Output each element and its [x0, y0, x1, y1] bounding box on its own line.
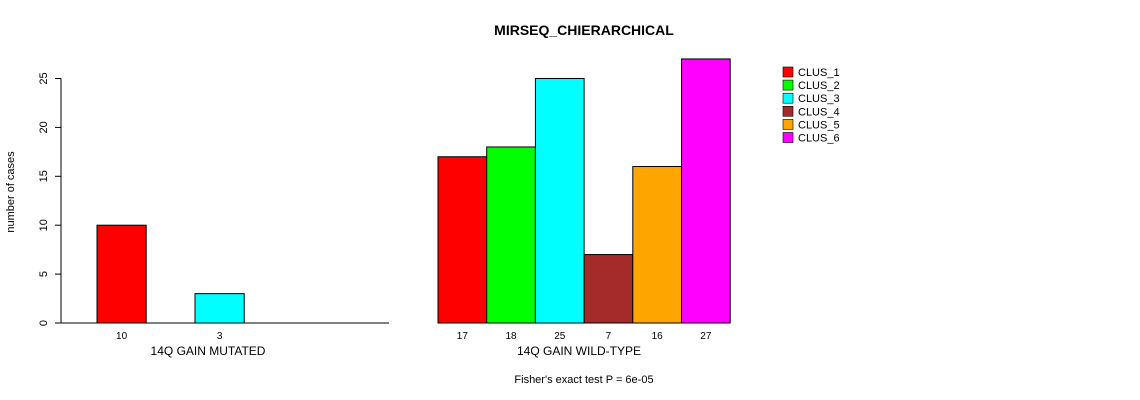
bar-count-label: 16 — [652, 331, 664, 342]
panel-14q-gain-mutated: 10 3 14Q GAIN MUTATED — [61, 224, 389, 358]
bar-clus-5 — [632, 166, 682, 324]
bar-count-label: 18 — [505, 331, 517, 342]
bar-clus-4 — [583, 254, 634, 324]
bar-clus-3 — [534, 78, 585, 324]
bar-count-label: 10 — [116, 331, 128, 342]
y-axis: 0 5 10 15 20 25 — [38, 72, 62, 326]
legend-swatch-clus-6 — [782, 132, 794, 143]
bar-count-label: 27 — [700, 331, 712, 342]
y-tick-label: 20 — [38, 121, 50, 133]
bar-clus-1 — [437, 156, 488, 324]
legend-swatch-clus-4 — [782, 106, 794, 117]
bar-count-label: 25 — [554, 331, 566, 342]
footnote: Fisher's exact test P = 6e-05 — [514, 374, 653, 386]
legend-swatch-clus-1 — [782, 66, 794, 78]
legend-label: CLUS_1 — [798, 67, 840, 79]
chart-title: MIRSEQ_CHIERARCHICAL — [494, 22, 674, 38]
legend-label: CLUS_3 — [798, 93, 840, 105]
y-tick-label: 10 — [38, 219, 50, 231]
bar-clus-2 — [486, 146, 536, 324]
legend-label: CLUS_6 — [798, 133, 840, 145]
y-tick-label: 15 — [38, 170, 50, 182]
group-label: 14Q GAIN MUTATED — [151, 344, 266, 358]
bar-clus-3 — [194, 293, 245, 324]
bar-clus-6 — [681, 58, 731, 324]
y-tick-label: 25 — [38, 72, 50, 84]
legend-swatch-clus-5 — [782, 119, 794, 130]
legend-swatch-clus-3 — [782, 92, 794, 104]
bar-count-label: 7 — [606, 331, 612, 342]
panel-14q-gain-wild-type: 17 18 25 7 16 27 14Q GAIN WILD-TYPE — [437, 58, 731, 358]
y-tick-label: 5 — [38, 271, 50, 277]
bar-clus-1 — [96, 224, 147, 324]
bar-count-label: 17 — [457, 331, 469, 342]
legend-label: CLUS_4 — [798, 106, 840, 118]
bar-count-label: 3 — [217, 331, 223, 342]
y-tick-label: 0 — [38, 320, 50, 326]
y-axis-label: number of cases — [5, 151, 17, 233]
legend-label: CLUS_5 — [798, 119, 840, 131]
group-label: 14Q GAIN WILD-TYPE — [517, 344, 641, 358]
legend-swatch-clus-2 — [782, 79, 794, 91]
legend-label: CLUS_2 — [798, 80, 840, 92]
